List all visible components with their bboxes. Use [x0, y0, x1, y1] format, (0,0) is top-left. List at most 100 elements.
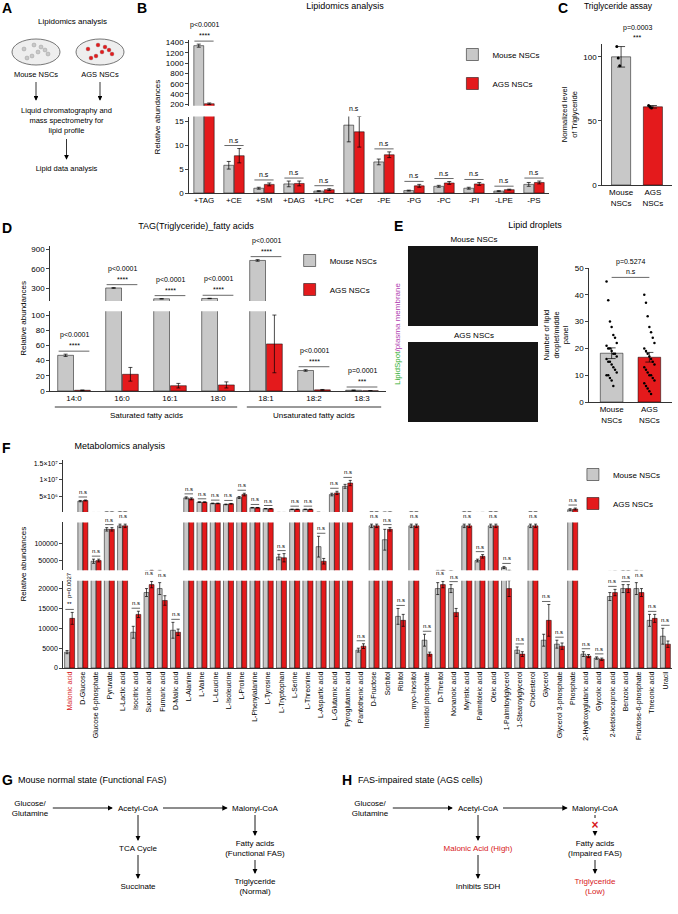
- svg-text:L-Tryptophan: L-Tryptophan: [278, 671, 286, 712]
- svg-text:(Functional FAS): (Functional FAS): [225, 849, 285, 858]
- svg-text:18:2: 18:2: [306, 394, 322, 403]
- svg-text:15: 15: [175, 117, 184, 126]
- svg-text:5: 5: [179, 165, 184, 174]
- svg-text:n.s: n.s: [291, 498, 299, 504]
- svg-text:****: ****: [213, 286, 224, 293]
- svg-text:20: 20: [575, 344, 584, 353]
- svg-text:60: 60: [36, 341, 45, 350]
- svg-text:n.s: n.s: [409, 172, 419, 179]
- svg-text:****: ****: [69, 342, 80, 349]
- svg-text:Liquid chromatography and: Liquid chromatography and: [21, 106, 112, 115]
- svg-text:Triglyceride assay: Triglyceride assay: [584, 1, 653, 11]
- svg-text:n.s: n.s: [304, 498, 312, 504]
- svg-text:Normalized levelof Triglycerid: Normalized levelof Triglyceride: [560, 86, 579, 142]
- svg-text:20: 20: [36, 372, 45, 381]
- svg-text:+CE: +CE: [226, 196, 242, 205]
- svg-text:1400: 1400: [166, 38, 184, 47]
- svg-text:-PC: -PC: [437, 196, 451, 205]
- svg-text:Unsaturated fatty acids: Unsaturated fatty acids: [273, 411, 355, 420]
- svg-text:30: 30: [575, 317, 584, 326]
- svg-text:n.s: n.s: [349, 105, 359, 112]
- svg-text:n.s: n.s: [158, 572, 166, 578]
- svg-text:200: 200: [170, 100, 184, 109]
- svg-text:1000: 1000: [166, 59, 184, 68]
- svg-text:n.s: n.s: [224, 492, 232, 498]
- svg-text:10: 10: [175, 141, 184, 150]
- svg-text:n.s: n.s: [264, 498, 272, 504]
- svg-text:n.s: n.s: [622, 574, 630, 580]
- svg-text:1200: 1200: [166, 49, 184, 58]
- svg-text:n.s: n.s: [661, 617, 669, 623]
- svg-text:p<0.0001: p<0.0001: [300, 347, 329, 355]
- svg-text:L-Valine: L-Valine: [198, 672, 205, 697]
- svg-text:AGS NSCs: AGS NSCs: [613, 500, 653, 509]
- svg-text:****: ****: [199, 32, 210, 39]
- svg-text:18:3: 18:3: [354, 394, 370, 403]
- svg-text:n.s: n.s: [436, 570, 444, 576]
- svg-text:Lipidomics analysis: Lipidomics analysis: [306, 1, 384, 11]
- svg-text:Inositol phosphate: Inositol phosphate: [423, 672, 431, 729]
- svg-text:-PE: -PE: [377, 196, 390, 205]
- svg-text:100: 100: [583, 53, 597, 62]
- svg-text:D-Fructose: D-Fructose: [370, 672, 377, 707]
- svg-text:16:1: 16:1: [162, 394, 178, 403]
- svg-text:Cholesterol: Cholesterol: [529, 671, 536, 707]
- svg-text:15000: 15000: [38, 605, 58, 612]
- svg-text:Relative abundances: Relative abundances: [19, 281, 28, 356]
- svg-text:AGSNSCs: AGSNSCs: [642, 188, 663, 207]
- svg-text:n.s: n.s: [503, 555, 511, 561]
- svg-text:1×10⁷: 1×10⁷: [39, 476, 58, 483]
- svg-text:2-Hydroxyglutaric acid: 2-Hydroxyglutaric acid: [582, 671, 590, 740]
- svg-text:p=0.0027: p=0.0027: [66, 572, 72, 598]
- svg-text:Ribitol: Ribitol: [397, 671, 404, 691]
- svg-text:n.s: n.s: [383, 517, 391, 523]
- svg-text:n.s: n.s: [439, 170, 449, 177]
- svg-text:Phosphate: Phosphate: [569, 672, 577, 706]
- svg-text:n.s: n.s: [555, 629, 563, 635]
- svg-text:Acetyl-CoA: Acetyl-CoA: [458, 804, 499, 813]
- svg-text:1.5×10⁷: 1.5×10⁷: [34, 460, 59, 467]
- svg-text:Pyroglutamic acid: Pyroglutamic acid: [344, 671, 352, 726]
- svg-text:n.s: n.s: [608, 578, 616, 584]
- svg-text:L-Phenylalanine: L-Phenylalanine: [251, 671, 259, 721]
- svg-text:n.s: n.s: [499, 177, 509, 184]
- svg-text:n.s: n.s: [397, 597, 405, 603]
- svg-text:n.s: n.s: [317, 525, 325, 531]
- svg-text:600: 600: [31, 265, 45, 274]
- svg-text:×: ×: [591, 818, 598, 832]
- svg-text:14:0: 14:0: [66, 394, 82, 403]
- svg-text:+TAG: +TAG: [194, 196, 215, 205]
- svg-text:n.s: n.s: [185, 486, 193, 492]
- svg-text:10: 10: [575, 371, 584, 380]
- svg-text:L-Glutamic acid: L-Glutamic acid: [331, 672, 338, 721]
- svg-text:Mouse NSCs: Mouse NSCs: [492, 51, 539, 60]
- svg-text:n.s: n.s: [635, 572, 643, 578]
- svg-text:Triglyceride: Triglyceride: [574, 877, 616, 886]
- svg-text:lipid profile: lipid profile: [49, 126, 85, 135]
- svg-text:+Cer: +Cer: [345, 196, 363, 205]
- svg-text:Lipidomics analysis: Lipidomics analysis: [38, 17, 107, 26]
- svg-text:n.s: n.s: [259, 171, 269, 178]
- svg-text:n.s: n.s: [542, 593, 550, 599]
- svg-text:n.s: n.s: [648, 603, 656, 609]
- svg-text:n.s: n.s: [450, 574, 458, 580]
- svg-text:800: 800: [170, 69, 184, 78]
- svg-text:n.s: n.s: [370, 513, 378, 519]
- svg-text:Threonic acid: Threonic acid: [648, 672, 655, 714]
- svg-text:Pantothenic acid: Pantothenic acid: [357, 672, 364, 724]
- svg-text:Mouse NSCs: Mouse NSCs: [330, 257, 377, 266]
- svg-text:n.s: n.s: [476, 544, 484, 550]
- svg-text:L-Leucine: L-Leucine: [212, 671, 219, 702]
- svg-text:(Impaired FAS): (Impaired FAS): [568, 849, 622, 858]
- svg-text:***: ***: [358, 378, 366, 385]
- svg-text:n.s: n.s: [569, 497, 577, 503]
- svg-text:L-Aspartic acid: L-Aspartic acid: [317, 671, 325, 717]
- svg-text:0: 0: [592, 181, 597, 190]
- svg-text:L-Tyrosine: L-Tyrosine: [264, 672, 272, 705]
- svg-text:+LPC: +LPC: [314, 196, 334, 205]
- svg-text:n.s: n.s: [463, 513, 471, 519]
- svg-text:p<0.0001: p<0.0001: [204, 275, 233, 283]
- svg-text:2-ketoisocaproic acid: 2-ketoisocaproic acid: [609, 672, 617, 738]
- svg-text:0: 0: [40, 387, 45, 396]
- svg-text:-PS: -PS: [527, 196, 540, 205]
